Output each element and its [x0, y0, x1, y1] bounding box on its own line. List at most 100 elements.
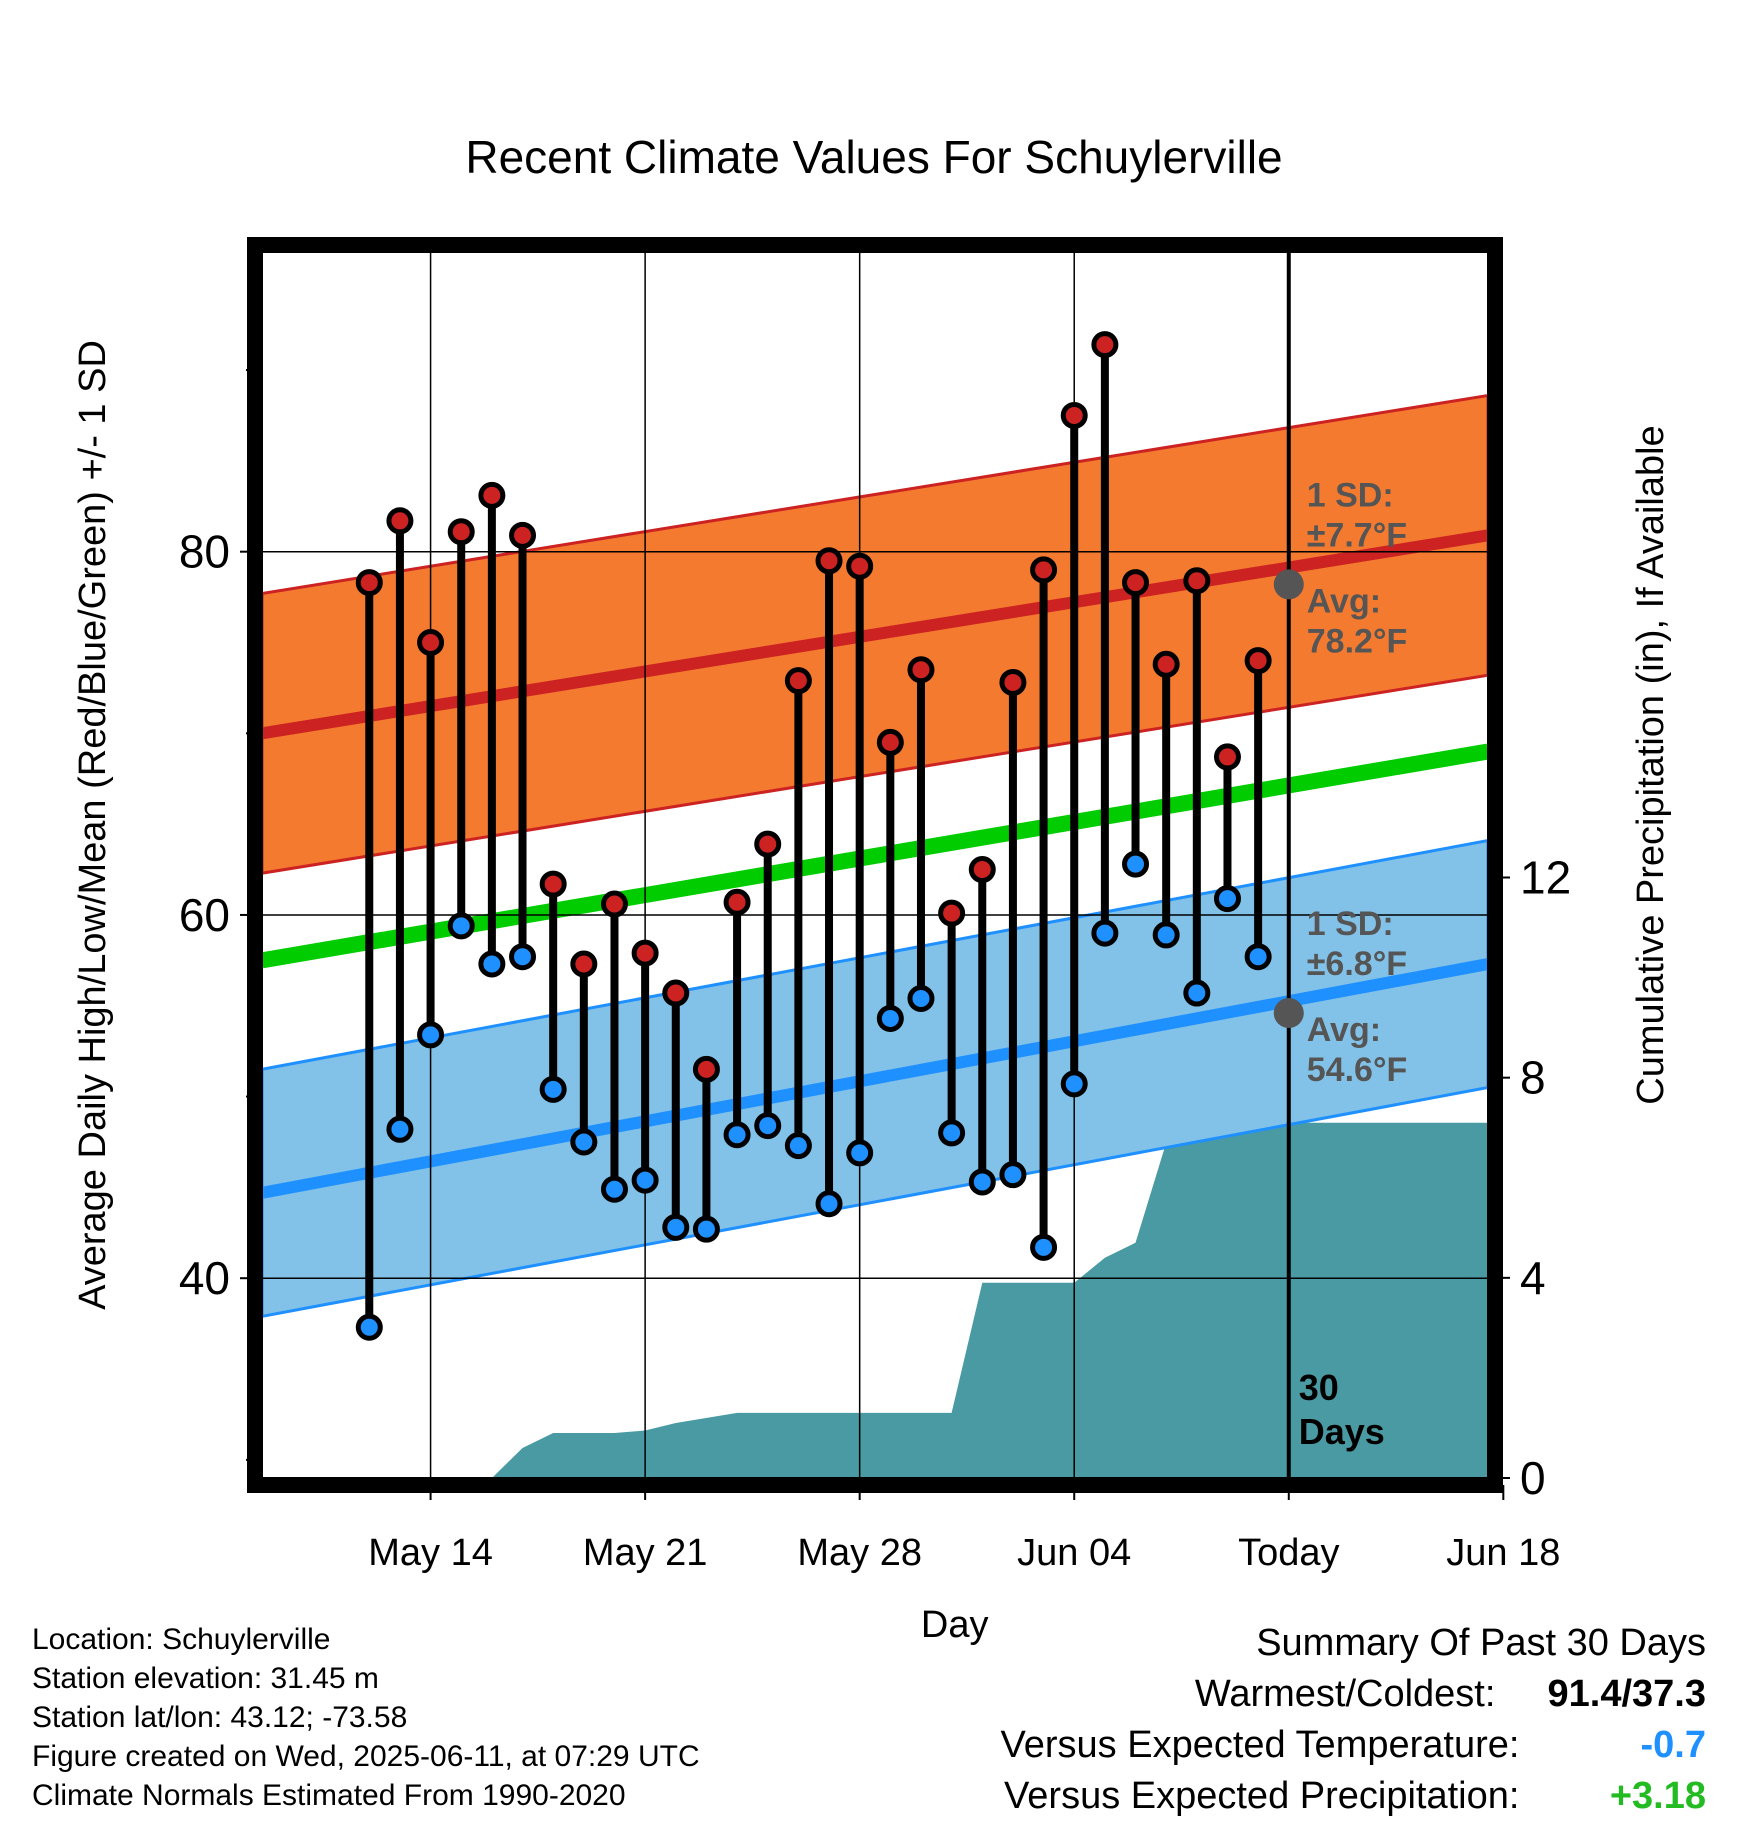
elevation-text: Station elevation: 31.45 m [32, 1662, 379, 1695]
daily-low-point [784, 1132, 812, 1160]
days-word-label: Days [1299, 1411, 1385, 1452]
daily-high-point [1122, 569, 1150, 597]
daily-high-point [386, 507, 414, 535]
x-tick-label: May 14 [368, 1532, 493, 1574]
daily-low-point [846, 1139, 874, 1167]
high-sd-value: ±7.7°F [1307, 516, 1407, 554]
daily-low-point [692, 1215, 720, 1243]
x-tick-label: Today [1238, 1532, 1339, 1574]
low-sd-label: 1 SD: [1307, 905, 1394, 943]
summary-heading: Summary Of Past 30 Days [1256, 1622, 1706, 1664]
daily-low-point [754, 1112, 782, 1140]
y2-axis-title: Cumulative Precipitation (in), If Availa… [1630, 425, 1672, 1104]
daily-high-point [968, 856, 996, 884]
station-info: Location: Schuylerville Station elevatio… [32, 1620, 700, 1815]
y-tick-label: 80 [179, 526, 230, 578]
low-avg-value: 54.6°F [1307, 1051, 1408, 1089]
daily-high-point [417, 629, 445, 657]
warm-cold-label: Warmest/Coldest: [1194, 1673, 1496, 1715]
x-tick-label: May 21 [583, 1532, 708, 1574]
warm-cold-row: Warmest/Coldest: 91.4/37.3 [1001, 1669, 1706, 1720]
daily-high-point [631, 939, 659, 967]
low-avg-label: Avg: [1307, 1011, 1381, 1049]
daily-low-point [447, 912, 475, 940]
daily-high-point [815, 547, 843, 575]
daily-low-point [478, 950, 506, 978]
daily-low-point [723, 1121, 751, 1149]
daily-high-point [876, 728, 904, 756]
daily-high-point [1183, 567, 1211, 595]
y2-tick-label: 12 [1520, 852, 1571, 904]
today-low-avg-marker [1273, 998, 1304, 1029]
daily-low-point [938, 1119, 966, 1147]
y-tick-label: 60 [179, 889, 230, 941]
daily-high-point [692, 1055, 720, 1083]
daily-high-point [1060, 401, 1088, 429]
daily-high-point [570, 950, 598, 978]
plot-frame [247, 237, 1503, 1493]
daily-high-point [662, 979, 690, 1007]
daily-high-point [600, 890, 628, 918]
high-avg-label: Avg: [1307, 582, 1381, 620]
x-tick-label: May 28 [797, 1532, 922, 1574]
daily-high-point [478, 481, 506, 509]
daily-low-point [815, 1190, 843, 1218]
daily-low-point [1152, 921, 1180, 949]
daily-high-point [1244, 647, 1272, 675]
daily-low-point [876, 1004, 904, 1032]
daily-high-point [907, 656, 935, 684]
daily-low-point [907, 984, 935, 1012]
daily-low-point [417, 1021, 445, 1049]
precip-area [262, 1122, 1488, 1478]
temp-row: Versus Expected Temperature: -0.7 [1001, 1720, 1706, 1771]
chart-title: Recent Climate Values For Schuylerville [465, 131, 1283, 183]
daily-high-point [355, 569, 383, 597]
daily-high-point [1213, 743, 1241, 771]
daily-low-point [1030, 1233, 1058, 1261]
daily-low-point [509, 943, 537, 971]
daily-high-point [754, 830, 782, 858]
latlon-text: Station lat/lon: 43.12; -73.58 [32, 1701, 408, 1734]
normal-high-line [262, 529, 1488, 740]
daily-low-point [600, 1175, 628, 1203]
daily-low-point [386, 1115, 414, 1143]
daily-high-point [1152, 650, 1180, 678]
y2-tick-label: 4 [1520, 1252, 1546, 1304]
daily-high-point [447, 518, 475, 546]
normals-text: Climate Normals Estimated From 1990-2020 [32, 1779, 626, 1812]
daily-high-point [539, 870, 567, 898]
created-text: Figure created on Wed, 2025-06-11, at 07… [32, 1740, 700, 1773]
daily-high-point [1030, 556, 1058, 584]
daily-low-point [631, 1166, 659, 1194]
daily-low-point [999, 1161, 1027, 1189]
high-sd-label: 1 SD: [1307, 476, 1394, 514]
x-tick-label: Jun 04 [1017, 1532, 1131, 1574]
daily-low-point [662, 1213, 690, 1241]
daily-high-point [509, 521, 537, 549]
precip-value: +3.18 [1609, 1775, 1706, 1817]
high-avg-value: 78.2°F [1307, 622, 1408, 660]
daily-high-point [938, 899, 966, 927]
daily-high-point [999, 668, 1027, 696]
daily-low-point [570, 1128, 598, 1156]
daily-low-point [1213, 885, 1241, 913]
temp-label: Versus Expected Temperature: [1000, 1724, 1520, 1766]
y-tick-label: 40 [179, 1252, 230, 1304]
precip-row: Versus Expected Precipitation: +3.18 [1001, 1771, 1706, 1822]
daily-high-point [1091, 331, 1119, 359]
daily-low-point [1122, 850, 1150, 878]
daily-low-point [539, 1075, 567, 1103]
daily-low-point [1060, 1070, 1088, 1098]
daily-high-point [784, 667, 812, 695]
temp-value: -0.7 [1640, 1724, 1706, 1766]
precip-label: Versus Expected Precipitation: [1004, 1775, 1520, 1817]
summary-panel: Summary Of Past 30 Days Warmest/Coldest:… [1001, 1618, 1706, 1822]
daily-low-point [1091, 919, 1119, 947]
y2-tick-label: 8 [1520, 1052, 1546, 1104]
y-axis-title: Average Daily High/Low/Mean (Red/Blue/Gr… [72, 340, 114, 1310]
daily-low-point [1183, 979, 1211, 1007]
low-sd-value: ±6.8°F [1307, 945, 1407, 983]
daily-low-point [1244, 943, 1272, 971]
days-count-label: 30 [1299, 1367, 1339, 1408]
